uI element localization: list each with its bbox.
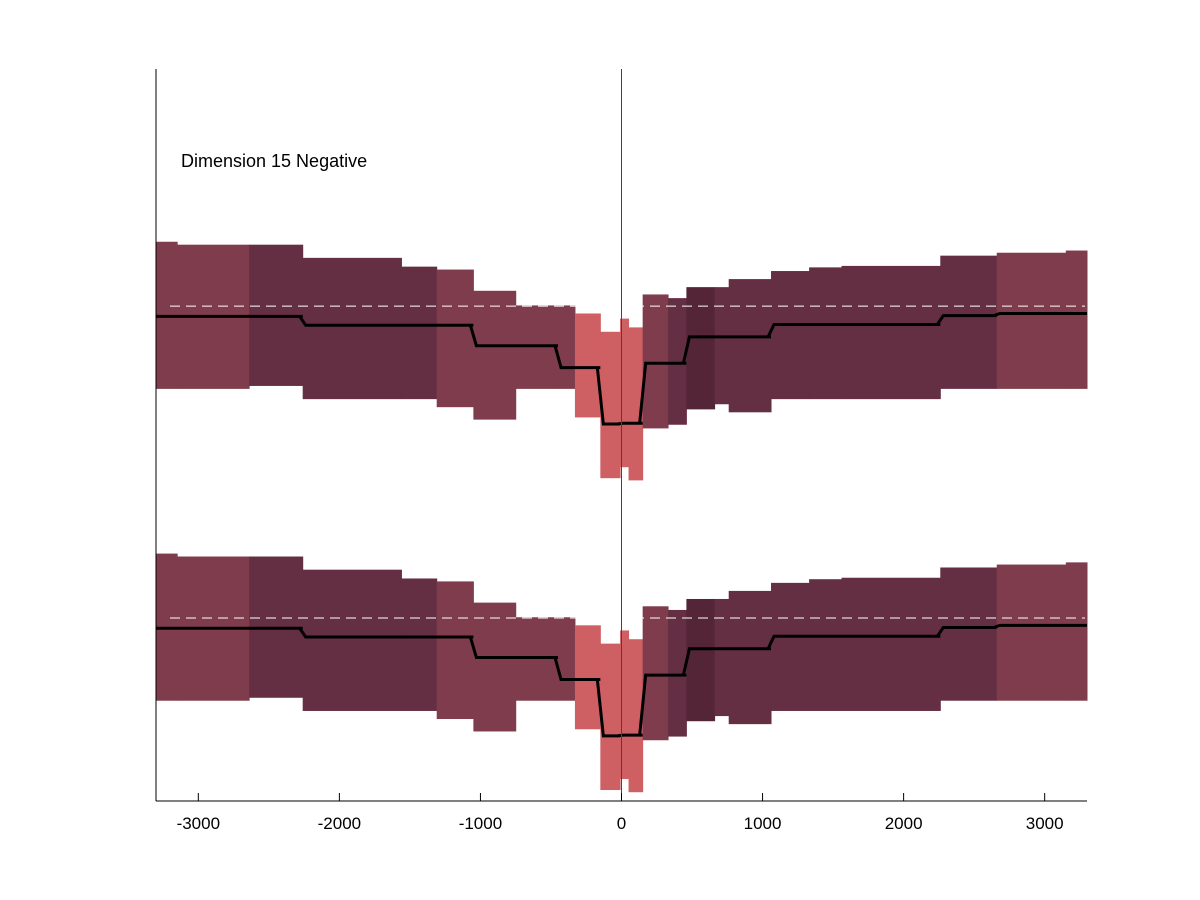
band-segment-1-16: [714, 598, 730, 717]
band-segment-0-4: [401, 266, 438, 400]
band-segment-1-12: [628, 639, 644, 793]
band-segment-0-19: [809, 267, 843, 400]
band-segment-0-15: [686, 287, 716, 410]
band-segment-1-13: [642, 606, 669, 741]
band-segment-0-9: [574, 313, 601, 418]
reference-lines: [170, 305, 1085, 619]
x-tick-label: -2000: [318, 814, 361, 833]
band-segment-1-19: [809, 579, 843, 711]
band-segment-1-20: [841, 577, 941, 711]
band-segment-0-17: [728, 279, 772, 413]
band-segment-0-3: [302, 257, 402, 400]
band-segment-1-4: [401, 578, 438, 711]
x-tick-label: -3000: [177, 814, 220, 833]
band-segment-1-8: [558, 617, 576, 701]
band-segment-0-10: [600, 331, 621, 479]
band-segment-0-6: [473, 290, 517, 420]
band-segment-1-9: [574, 625, 601, 730]
band-segment-1-14: [668, 609, 687, 737]
x-tick-label: 2000: [885, 814, 923, 833]
x-tick-label: -1000: [459, 814, 502, 833]
band-segment-1-21: [940, 567, 998, 701]
x-ticks: -3000 -2000 -1000 0 1000 2000 3000: [177, 793, 1064, 833]
band-segment-0-23: [1065, 250, 1088, 389]
band-segment-1-5: [436, 581, 474, 720]
series-line-1: [156, 623, 1087, 738]
x-tick-label: 1000: [744, 814, 782, 833]
annotation-label: Dimension 15 Negative: [181, 151, 367, 171]
band-segment-0-18: [771, 271, 810, 400]
series-line-0: [156, 311, 1087, 426]
x-tick-label: 3000: [1026, 814, 1064, 833]
band-segment-1-18: [771, 582, 810, 711]
band-segment-1-3: [302, 569, 402, 711]
band-segment-1-10: [600, 643, 621, 791]
x-tick-label: 0: [617, 814, 626, 833]
band-segment-0-20: [841, 265, 941, 400]
series-lines: [156, 311, 1087, 738]
band-segment-1-22: [996, 564, 1067, 701]
band-segment-0-12: [628, 327, 644, 481]
band-segment-0-8: [558, 305, 576, 389]
band-segment-0-11: [620, 318, 630, 468]
band-segment-0-14: [668, 298, 687, 425]
band-segment-0-16: [714, 287, 730, 405]
band-segment-0-13: [642, 294, 669, 429]
band-segment-0-22: [996, 252, 1067, 389]
band-segment-1-15: [686, 598, 716, 722]
axes: -3000 -2000 -1000 0 1000 2000 3000: [155, 69, 1087, 833]
band-segment-0-5: [436, 269, 474, 408]
band-segment-0-21: [940, 255, 998, 389]
band-segment-1-23: [1065, 562, 1088, 701]
band-segment-1-6: [473, 602, 517, 732]
band-segment-1-11: [620, 630, 630, 780]
band-segment-1-17: [728, 590, 772, 725]
